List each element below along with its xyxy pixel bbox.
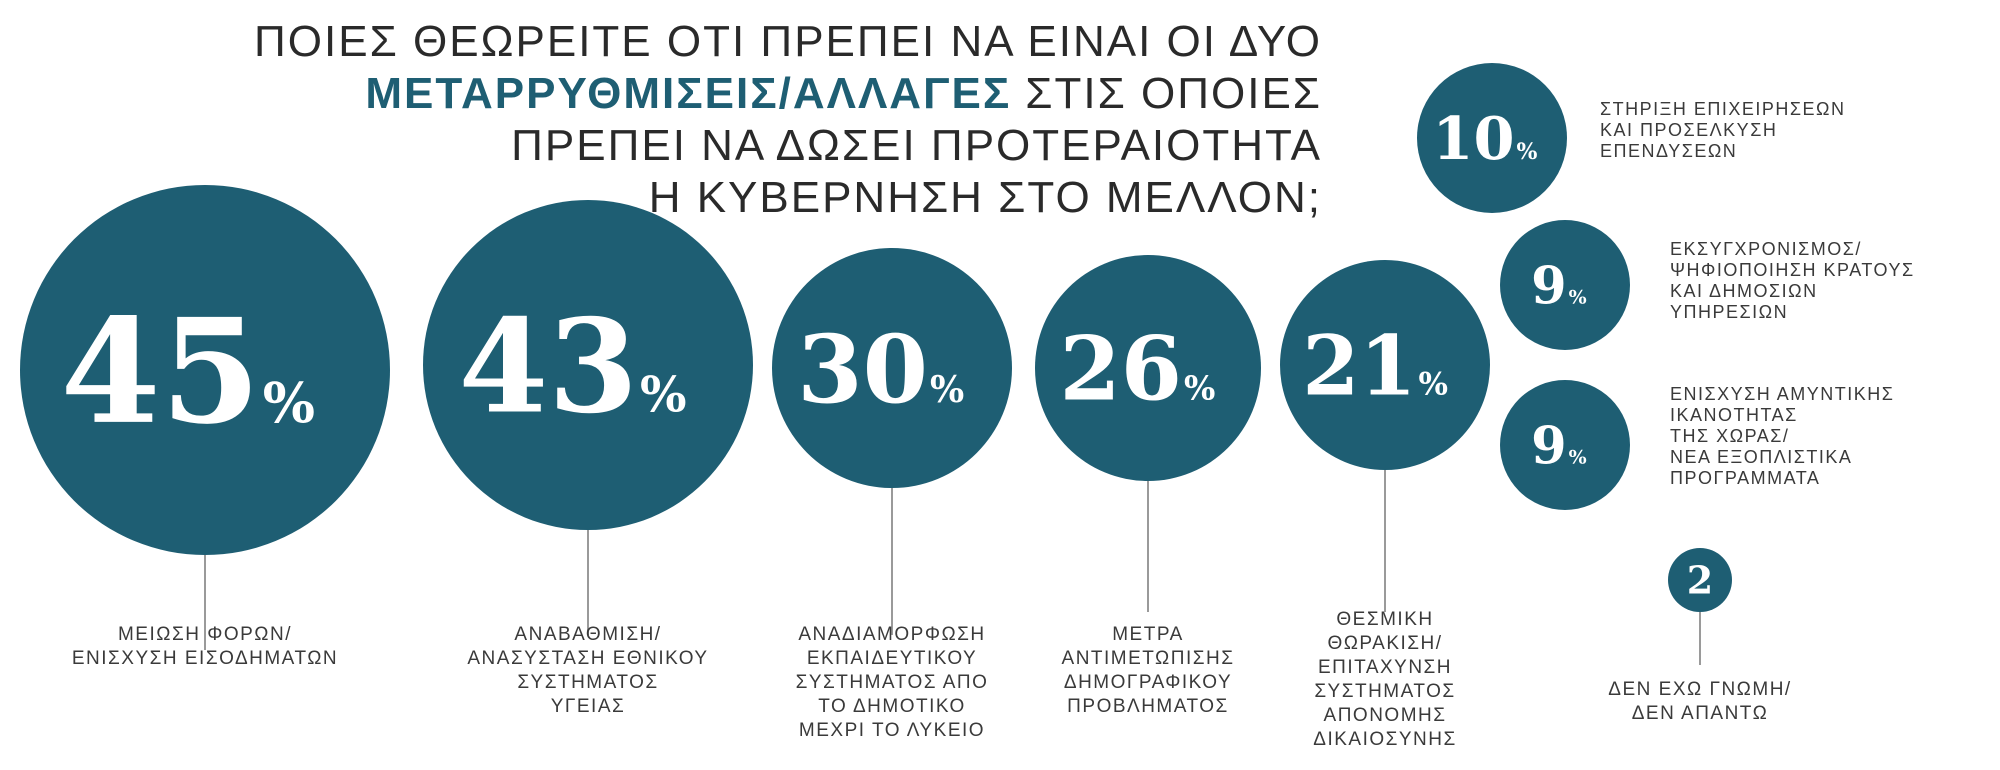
bubble-circle [1500, 220, 1630, 350]
label-line: ΙΚΑΝΟΤΗΤΑΣ [1670, 405, 1798, 425]
label-line: ΘΕΣΜΙΚΗ [1336, 609, 1433, 630]
label-line: ΕΠΙΤΑΧΥΝΣΗ [1318, 657, 1452, 678]
bubble-value: 2 [1687, 558, 1713, 603]
bubble-label: ΑΝΑΔΙΑΜΟΡΦΩΣΗ ΕΚΠΑΙΔΕΥΤΙΚΟΥ ΣΥΣΤΗΜΑΤΟΣ ΑΠΟ… [796, 624, 989, 741]
label-line: ΚΑΙ ΠΡΟΣΕΛΚΥΣΗ [1600, 120, 1777, 140]
label-line: ΕΠΕΝΔΥΣΕΩΝ [1600, 141, 1737, 161]
bubble-number: 45 [60, 287, 260, 456]
bubble-number: 2 [1687, 558, 1713, 603]
bubble-unit: % [263, 370, 315, 435]
label-line: ΑΝΤΙΜΕΤΩΠΙΣΗΣ [1062, 648, 1235, 669]
label-line: ΘΩΡΑΚΙΣΗ/ [1327, 633, 1442, 654]
bubble-value: 10% [1432, 104, 1537, 173]
label-line: ΥΓΕΙΑΣ [551, 696, 626, 717]
bubble-label: ΘΕΣΜΙΚΗ ΘΩΡΑΚΙΣΗ/ΕΠΙΤΑΧΥΝΣΗ ΣΥΣΤΗΜΑΤΟΣ ΑΠΟΝ… [1313, 609, 1456, 750]
label-line: ΜΕΙΩΣΗ ΦΟΡΩΝ/ [118, 624, 292, 645]
bubble-circle [772, 248, 1012, 488]
label-line: ΔΙΚΑΙΟΣΥΝΗΣ [1313, 729, 1456, 750]
bubbles-group: 45% ΜΕΙΩΣΗ ΦΟΡΩΝ/ΕΝΙΣΧΥΣΗ ΕΙΣΟΔΗΜΑΤΩΝ 43% Α… [20, 63, 1915, 750]
bubble-value: 21% [1302, 319, 1448, 415]
chart-title: ΠΟΙΕΣ ΘΕΩΡΕΙΤΕ ΟΤΙ ΠΡΕΠΕΙ ΝΑ ΕΙΝΑΙ ΟΙ ΔΥ… [254, 17, 1322, 222]
label-line: ΑΝΑΣΥΣΤΑΣΗ ΕΘΝΙΚΟΥ [467, 648, 708, 669]
bubble-label: ΜΕΙΩΣΗ ΦΟΡΩΝ/ΕΝΙΣΧΥΣΗ ΕΙΣΟΔΗΜΑΤΩΝ [72, 624, 338, 669]
bubble-item-4: 26% ΜΕΤΡΑ ΑΝΤΙΜΕΤΩΠΙΣΗΣ ΔΗΜΟΓΡΑΦΙΚΟΥ ΠΡΟΒΛΗΜ… [1035, 255, 1261, 717]
label-line: ΝΕΑ ΕΞΟΠΛΙΣΤΙΚΑ [1670, 447, 1852, 467]
label-line: ΚΑΙ ΔΗΜΟΣΙΩΝ [1670, 281, 1818, 301]
label-line: ΤΗΣ ΧΩΡΑΣ/ [1670, 426, 1789, 446]
bubble-unit: % [1517, 139, 1538, 165]
title-line-1: ΠΟΙΕΣ ΘΕΩΡΕΙΤΕ ΟΤΙ ΠΡΕΠΕΙ ΝΑ ΕΙΝΑΙ ΟΙ ΔΥ… [254, 17, 1322, 66]
bubble-unit: % [640, 365, 687, 423]
label-line: ΣΥΣΤΗΜΑΤΟΣ ΑΠΟ [796, 672, 989, 693]
bubble-value: 30% [797, 315, 964, 425]
bubble-number: 43 [458, 291, 638, 442]
title-highlight: ΜΕΤΑΡΡΥΘΜΙΣΕΙΣ/ΑΛΛΑΓΕΣ [365, 69, 1011, 118]
bubble-unit: % [1418, 367, 1447, 403]
title-line-3: ΠΡΕΠΕΙ ΝΑ ΔΩΣΕΙ ΠΡΟΤΕΡΑΙΟΤΗΤΑ [511, 121, 1322, 170]
label-line: ΑΠΟΝΟΜΗΣ [1324, 705, 1447, 726]
bubble-item-6: 10% ΣΤΗΡΙΞΗ ΕΠΙΧΕΙΡΗΣΕΩΝ ΚΑΙ ΠΡΟΣΕΛΚΥΣΗ ΕΠΕ… [1417, 63, 1845, 213]
bubble-item-2: 43% ΑΝΑΒΑΘΜΙΣΗ/ΑΝΑΣΥΣΤΑΣΗ ΕΘΝΙΚΟΥ ΣΥΣΤΗΜΑΤ… [423, 200, 753, 717]
bubble-unit: % [1569, 446, 1587, 468]
label-line: ΕΚΠΑΙΔΕΥΤΙΚΟΥ [807, 648, 977, 669]
bubble-value: 9% [1531, 416, 1587, 476]
bubble-item-1: 45% ΜΕΙΩΣΗ ΦΟΡΩΝ/ΕΝΙΣΧΥΣΗ ΕΙΣΟΔΗΜΑΤΩΝ [20, 185, 390, 669]
bubble-item-7: 9 % ΕΚΣΥΓΧΡΟΝΙΣΜΟΣ/ΨΗΦΙΟΠΟΙΗΣΗ ΚΡΑΤΟΥΣ ΚΑΙ … [1500, 220, 1915, 350]
label-line: ΜΕΤΡΑ [1112, 624, 1184, 645]
bubble-value: 43% [458, 291, 686, 442]
label-line: ΕΚΣΥΓΧΡΟΝΙΣΜΟΣ/ [1670, 239, 1862, 259]
bubble-unit: % [1569, 286, 1587, 308]
bubble-number: 21 [1302, 319, 1416, 415]
label-line: ΣΥΣΤΗΜΑΤΟΣ [1314, 681, 1455, 702]
bubble-circle [1280, 260, 1490, 470]
label-line: ΔΕΝ ΑΠΑΝΤΩ [1632, 703, 1769, 724]
label-line: ΠΡΟΓΡΑΜΜΑΤΑ [1670, 468, 1820, 488]
bubble-circle [1035, 255, 1261, 481]
bubble-label: ΕΚΣΥΓΧΡΟΝΙΣΜΟΣ/ΨΗΦΙΟΠΟΙΗΣΗ ΚΡΑΤΟΥΣ ΚΑΙ ΔΗ… [1670, 239, 1915, 322]
label-line: ΕΝΙΣΧΥΣΗ ΑΜΥΝΤΙΚΗΣ [1670, 384, 1894, 404]
bubble-label: ΑΝΑΒΑΘΜΙΣΗ/ΑΝΑΣΥΣΤΑΣΗ ΕΘΝΙΚΟΥ ΣΥΣΤΗΜΑΤΟΣ Υ… [467, 624, 708, 717]
label-line: ΣΤΗΡΙΞΗ ΕΠΙΧΕΙΡΗΣΕΩΝ [1600, 99, 1845, 119]
bubble-unit: % [1184, 369, 1215, 408]
bubble-label: ΜΕΤΡΑ ΑΝΤΙΜΕΤΩΠΙΣΗΣ ΔΗΜΟΓΡΑΦΙΚΟΥ ΠΡΟΒΛΗΜΑΤΟ… [1062, 624, 1235, 717]
bubble-circle [20, 185, 390, 555]
title-line-4: Η ΚΥΒΕΡΝΗΣΗ ΣΤΟ ΜΕΛΛΟΝ; [649, 173, 1322, 222]
label-line: ΜΕΧΡΙ ΤΟ ΛΥΚΕΙΟ [799, 720, 985, 741]
bubble-item-8: 9 % ΕΝΙΣΧΥΣΗ ΑΜΥΝΤΙΚΗΣ ΙΚΑΝΟΤΗΤΑΣ ΤΗΣ ΧΩΡΑΣ/… [1500, 380, 1894, 510]
bubble-label: ΔΕΝ ΕΧΩ ΓΝΩΜΗ/ΔΕΝ ΑΠΑΝΤΩ [1608, 679, 1791, 724]
bubble-value: 45% [60, 287, 315, 456]
bubble-item-3: 30% ΑΝΑΔΙΑΜΟΡΦΩΣΗ ΕΚΠΑΙΔΕΥΤΙΚΟΥ ΣΥΣΤΗΜΑΤΟΣ … [772, 248, 1012, 741]
bubble-label: ΣΤΗΡΙΞΗ ΕΠΙΧΕΙΡΗΣΕΩΝ ΚΑΙ ΠΡΟΣΕΛΚΥΣΗ ΕΠΕΝΔΥ… [1600, 99, 1845, 161]
bubble-item-5: 21% ΘΕΣΜΙΚΗ ΘΩΡΑΚΙΣΗ/ΕΠΙΤΑΧΥΝΣΗ ΣΥΣΤΗΜΑΤΟΣ Α… [1280, 260, 1490, 750]
label-line: ΠΡΟΒΛΗΜΑΤΟΣ [1067, 696, 1229, 717]
title-line-2: ΜΕΤΑΡΡΥΘΜΙΣΕΙΣ/ΑΛΛΑΓΕΣ ΣΤΙΣ ΟΠΟΙΕΣ [365, 69, 1322, 118]
bubble-number: 10 [1432, 104, 1514, 173]
label-line: ΔΗΜΟΓΡΑΦΙΚΟΥ [1064, 672, 1232, 693]
label-line: ΣΥΣΤΗΜΑΤΟΣ [517, 672, 658, 693]
label-line: ΕΝΙΣΧΥΣΗ ΕΙΣΟΔΗΜΑΤΩΝ [72, 648, 338, 669]
label-line: ΑΝΑΔΙΑΜΟΡΦΩΣΗ [798, 624, 985, 645]
bubble-value: 26% [1060, 317, 1216, 421]
bubble-number: 9 [1531, 416, 1567, 476]
bubble-circle [1417, 63, 1567, 213]
label-line: ΤΟ ΔΗΜΟΤΙΚΟ [818, 696, 966, 717]
title-line-2-rest: ΣΤΙΣ ΟΠΟΙΕΣ [1025, 69, 1322, 118]
bubble-value: 9% [1531, 256, 1587, 316]
bubble-label: ΕΝΙΣΧΥΣΗ ΑΜΥΝΤΙΚΗΣ ΙΚΑΝΟΤΗΤΑΣ ΤΗΣ ΧΩΡΑΣ/ΝΕ… [1670, 384, 1894, 488]
label-line: ΑΝΑΒΑΘΜΙΣΗ/ [514, 624, 661, 645]
bubble-number: 26 [1060, 317, 1182, 421]
label-line: ΨΗΦΙΟΠΟΙΗΣΗ ΚΡΑΤΟΥΣ [1670, 260, 1915, 280]
bubble-circle [423, 200, 753, 530]
bubble-circle [1668, 548, 1732, 612]
bubble-number: 30 [797, 315, 928, 425]
bubble-item-9: 2 ΔΕΝ ΕΧΩ ΓΝΩΜΗ/ΔΕΝ ΑΠΑΝΤΩ [1608, 548, 1791, 724]
label-line: ΔΕΝ ΕΧΩ ΓΝΩΜΗ/ [1608, 679, 1791, 700]
bubble-unit: % [930, 369, 964, 411]
bubble-circle [1500, 380, 1630, 510]
label-line: ΥΠΗΡΕΣΙΩΝ [1670, 302, 1788, 322]
bubble-number: 9 [1531, 256, 1567, 316]
